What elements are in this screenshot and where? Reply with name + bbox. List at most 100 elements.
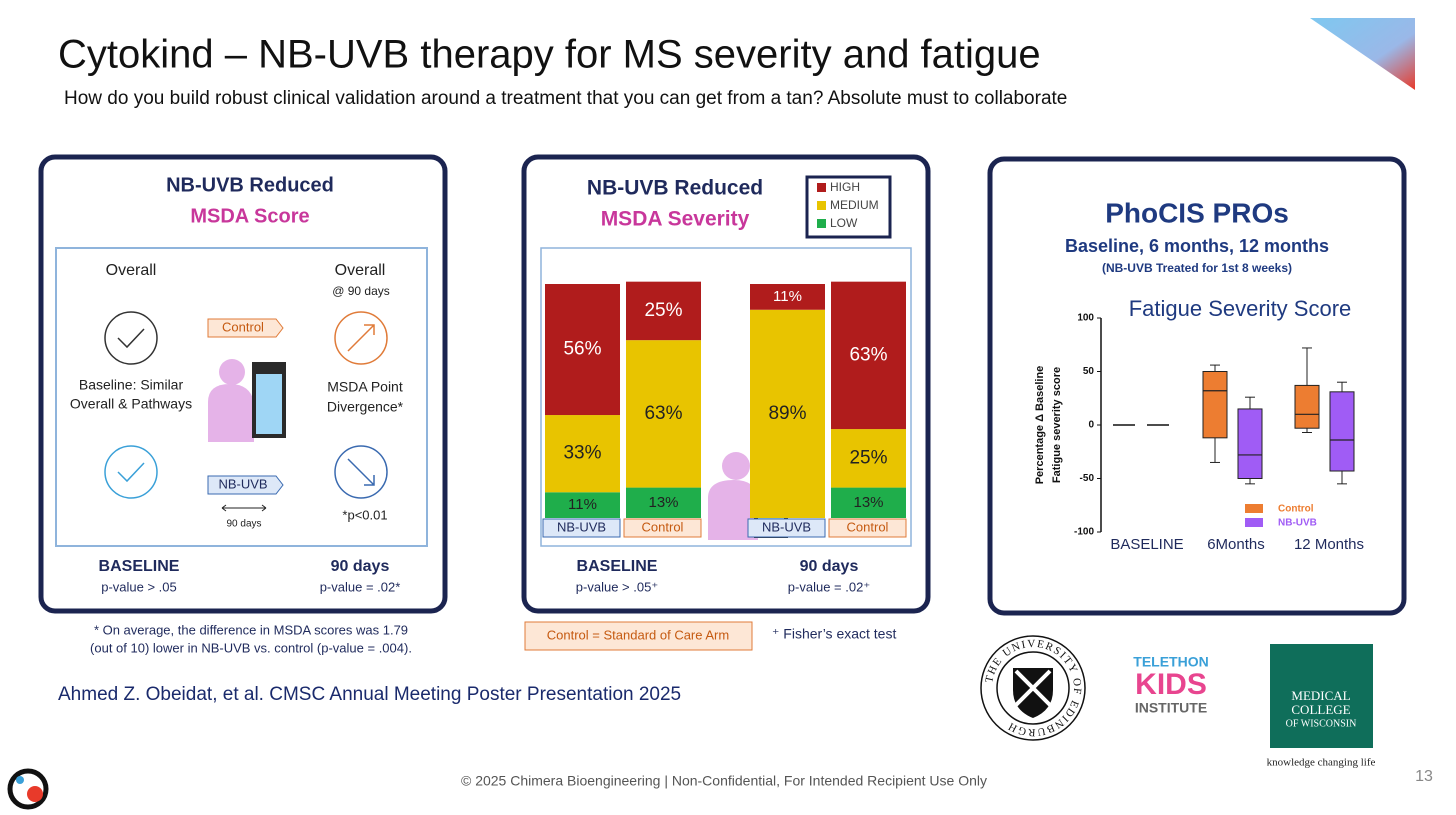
legend-label: Control xyxy=(1278,504,1314,515)
data-label: 11% xyxy=(568,496,597,513)
test-note: ⁺ Fisher’s exact test xyxy=(772,626,896,642)
legend-label: LOW xyxy=(830,216,858,230)
control-tag-label: Control xyxy=(222,319,264,334)
category-tag xyxy=(542,518,621,538)
data-label: 89% xyxy=(768,403,806,424)
control-note: Control = Standard of Care Arm xyxy=(547,627,729,642)
fatigue-chart: 100 50 0 -50 -100 BASELINE 6Months 12 Months Con… xyxy=(1074,313,1364,553)
legend-swatch xyxy=(1245,504,1263,513)
panel-heading: NB-UVB Reduced xyxy=(166,174,334,196)
y-tick-label: 0 xyxy=(1088,420,1094,431)
control-note-box xyxy=(524,621,753,651)
telethon-text: KIDS xyxy=(1135,668,1207,701)
box xyxy=(1294,384,1320,429)
corner-accent xyxy=(1310,18,1415,90)
legend-swatch xyxy=(1245,518,1263,527)
panel-heading: PhoCIS PROs xyxy=(1105,197,1289,228)
bar-segment xyxy=(626,487,701,518)
category-tag xyxy=(623,518,702,538)
data-label: 56% xyxy=(563,339,601,360)
x-tick-label: 12 Months xyxy=(1294,536,1364,553)
severity-chart: 11% 33% 56% NB-UVB 13% 63% 25% Control 89% 11% NB-… xyxy=(542,180,907,540)
column-label: 90 days xyxy=(331,558,390,575)
column-pvalue: p-value = .02⁺ xyxy=(788,579,870,594)
mcw-text: COLLEGE xyxy=(1291,702,1350,717)
y-tick-label: 100 xyxy=(1077,313,1094,324)
y-tick-label: -50 xyxy=(1080,473,1095,484)
footer: © 2025 Chimera Bioengineering | Non-Conf… xyxy=(461,773,987,789)
telethon-text: INSTITUTE xyxy=(1135,700,1207,716)
column-pvalue: p-value > .05 xyxy=(101,579,177,594)
title: Cytokind – NB-UVB therapy for MS severit… xyxy=(58,33,1041,77)
panel-subheading: Baseline, 6 months, 12 months xyxy=(1065,236,1329,256)
label: Overall xyxy=(106,262,157,279)
nbuvb-tag-label: NB-UVB xyxy=(218,476,267,491)
edinburgh-logo: THE UNIVERSITY OF EDINBURGH xyxy=(980,635,1086,741)
column-label: 90 days xyxy=(800,558,859,575)
company-logo xyxy=(7,768,49,810)
y-tick-label: -100 xyxy=(1074,527,1094,538)
mcw-logo xyxy=(1270,644,1373,748)
bar-segment xyxy=(545,492,620,518)
bar-segment xyxy=(831,281,906,430)
data-label: 63% xyxy=(849,344,887,365)
fatigue-panel xyxy=(987,156,1407,616)
category-tag xyxy=(747,518,826,538)
column-pvalue: p-value > .05⁺ xyxy=(576,579,658,594)
y-axis-label: Fatigue severity score xyxy=(1051,367,1063,483)
label: *p<0.01 xyxy=(342,507,387,522)
icons xyxy=(104,311,388,499)
nbuvb-tag xyxy=(207,475,284,495)
y-tick-label: 50 xyxy=(1083,366,1095,377)
mcw-tagline: knowledge changing life xyxy=(1267,757,1376,769)
category-label: NB-UVB xyxy=(557,519,606,534)
panel-heading: MSDA Severity xyxy=(601,208,750,231)
legend-label: MEDIUM xyxy=(830,198,879,212)
panel-heading: MSDA Score xyxy=(190,205,309,227)
person xyxy=(722,452,750,480)
box xyxy=(1237,408,1263,480)
data-label: 11% xyxy=(773,288,802,305)
legend-swatch xyxy=(817,219,826,228)
label: Overall xyxy=(335,262,386,279)
bar-segment xyxy=(831,487,906,518)
mcw-text: OF WISCONSIN xyxy=(1286,718,1357,729)
citation: Ahmed Z. Obeidat, et al. CMSC Annual Mee… xyxy=(58,684,681,705)
person xyxy=(708,480,758,540)
legend-label: NB-UVB xyxy=(1278,518,1317,529)
bar-segment xyxy=(626,340,701,488)
column-label: BASELINE xyxy=(99,558,180,575)
label: Baseline: Similar xyxy=(79,377,184,393)
box xyxy=(1329,391,1355,472)
label: MSDA Point xyxy=(327,379,403,395)
y-axis-label: Percentage Δ Baseline xyxy=(1034,366,1046,485)
label: Divergence* xyxy=(327,399,404,415)
category-label: NB-UVB xyxy=(762,519,811,534)
x-tick-label: 6Months xyxy=(1207,536,1265,553)
label: @ 90 days xyxy=(332,284,390,298)
duration-arrow xyxy=(221,504,267,512)
control-tag xyxy=(207,318,284,338)
column-label: BASELINE xyxy=(577,558,658,575)
chart-title: Fatigue Severity Score xyxy=(1129,296,1352,321)
data-label: 13% xyxy=(853,494,883,511)
panel-heading: NB-UVB Reduced xyxy=(587,177,763,200)
panel-note: (NB-UVB Treated for 1st 8 weeks) xyxy=(1102,261,1292,275)
data-label: 63% xyxy=(644,403,682,424)
mcw-text: MEDICAL xyxy=(1291,688,1350,703)
telethon-text: TELETHON xyxy=(1133,654,1208,670)
x-tick-label: BASELINE xyxy=(1110,536,1183,553)
data-label: 13% xyxy=(648,494,678,511)
bar-segment xyxy=(750,284,825,310)
category-tag xyxy=(828,518,907,538)
footnote: (out of 10) lower in NB-UVB vs. control … xyxy=(90,640,412,655)
box xyxy=(1202,371,1228,439)
data-label: 33% xyxy=(563,443,601,464)
bar-segment xyxy=(545,284,620,416)
page-number: 13 xyxy=(1415,768,1433,785)
subtitle: How do you build robust clinical validat… xyxy=(64,88,1067,109)
legend-swatch xyxy=(817,183,826,192)
data-label: 25% xyxy=(644,300,682,321)
person-device xyxy=(208,359,286,442)
